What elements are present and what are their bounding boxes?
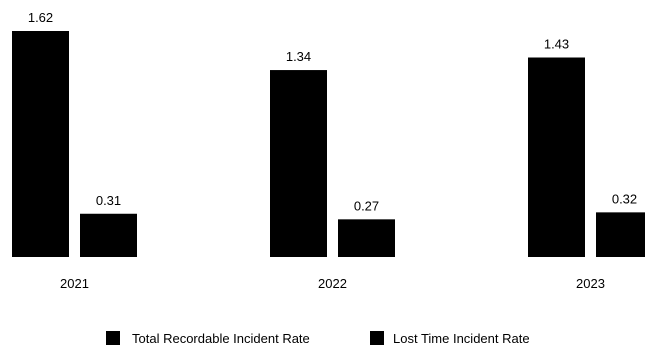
value-label-2022-series-2: 0.27 bbox=[354, 198, 379, 213]
legend: Total Recordable Incident Rate Lost Time… bbox=[106, 331, 530, 346]
category-label-2021: 2021 bbox=[60, 276, 89, 291]
value-label-2021-series-2: 0.31 bbox=[96, 193, 121, 208]
bar-2023-series-2 bbox=[596, 212, 645, 257]
value-label-2023-series-1: 1.43 bbox=[544, 37, 569, 52]
category-label-2023: 2023 bbox=[576, 276, 605, 291]
bar-2021-series-2 bbox=[80, 213, 137, 257]
value-label-2022-series-1: 1.34 bbox=[286, 49, 311, 64]
category-labels-group: 2021 2022 2023 bbox=[60, 276, 605, 291]
legend-swatch-total-recordable bbox=[106, 331, 120, 345]
value-labels-group: 1.62 0.31 1.34 0.27 1.43 0.32 bbox=[28, 10, 637, 213]
bar-2023-series-1 bbox=[528, 57, 585, 258]
bar-2022-series-1 bbox=[270, 70, 327, 257]
bar-2022-series-2 bbox=[338, 219, 395, 257]
legend-swatch-lost-time bbox=[370, 331, 384, 345]
value-label-2021-series-1: 1.62 bbox=[28, 10, 53, 25]
legend-label-lost-time: Lost Time Incident Rate bbox=[393, 331, 530, 346]
category-label-2022: 2022 bbox=[318, 276, 347, 291]
legend-label-total-recordable: Total Recordable Incident Rate bbox=[132, 331, 310, 346]
bars-group bbox=[12, 31, 645, 258]
value-label-2023-series-2: 0.32 bbox=[612, 191, 637, 206]
bar-2021-series-1 bbox=[12, 31, 69, 257]
